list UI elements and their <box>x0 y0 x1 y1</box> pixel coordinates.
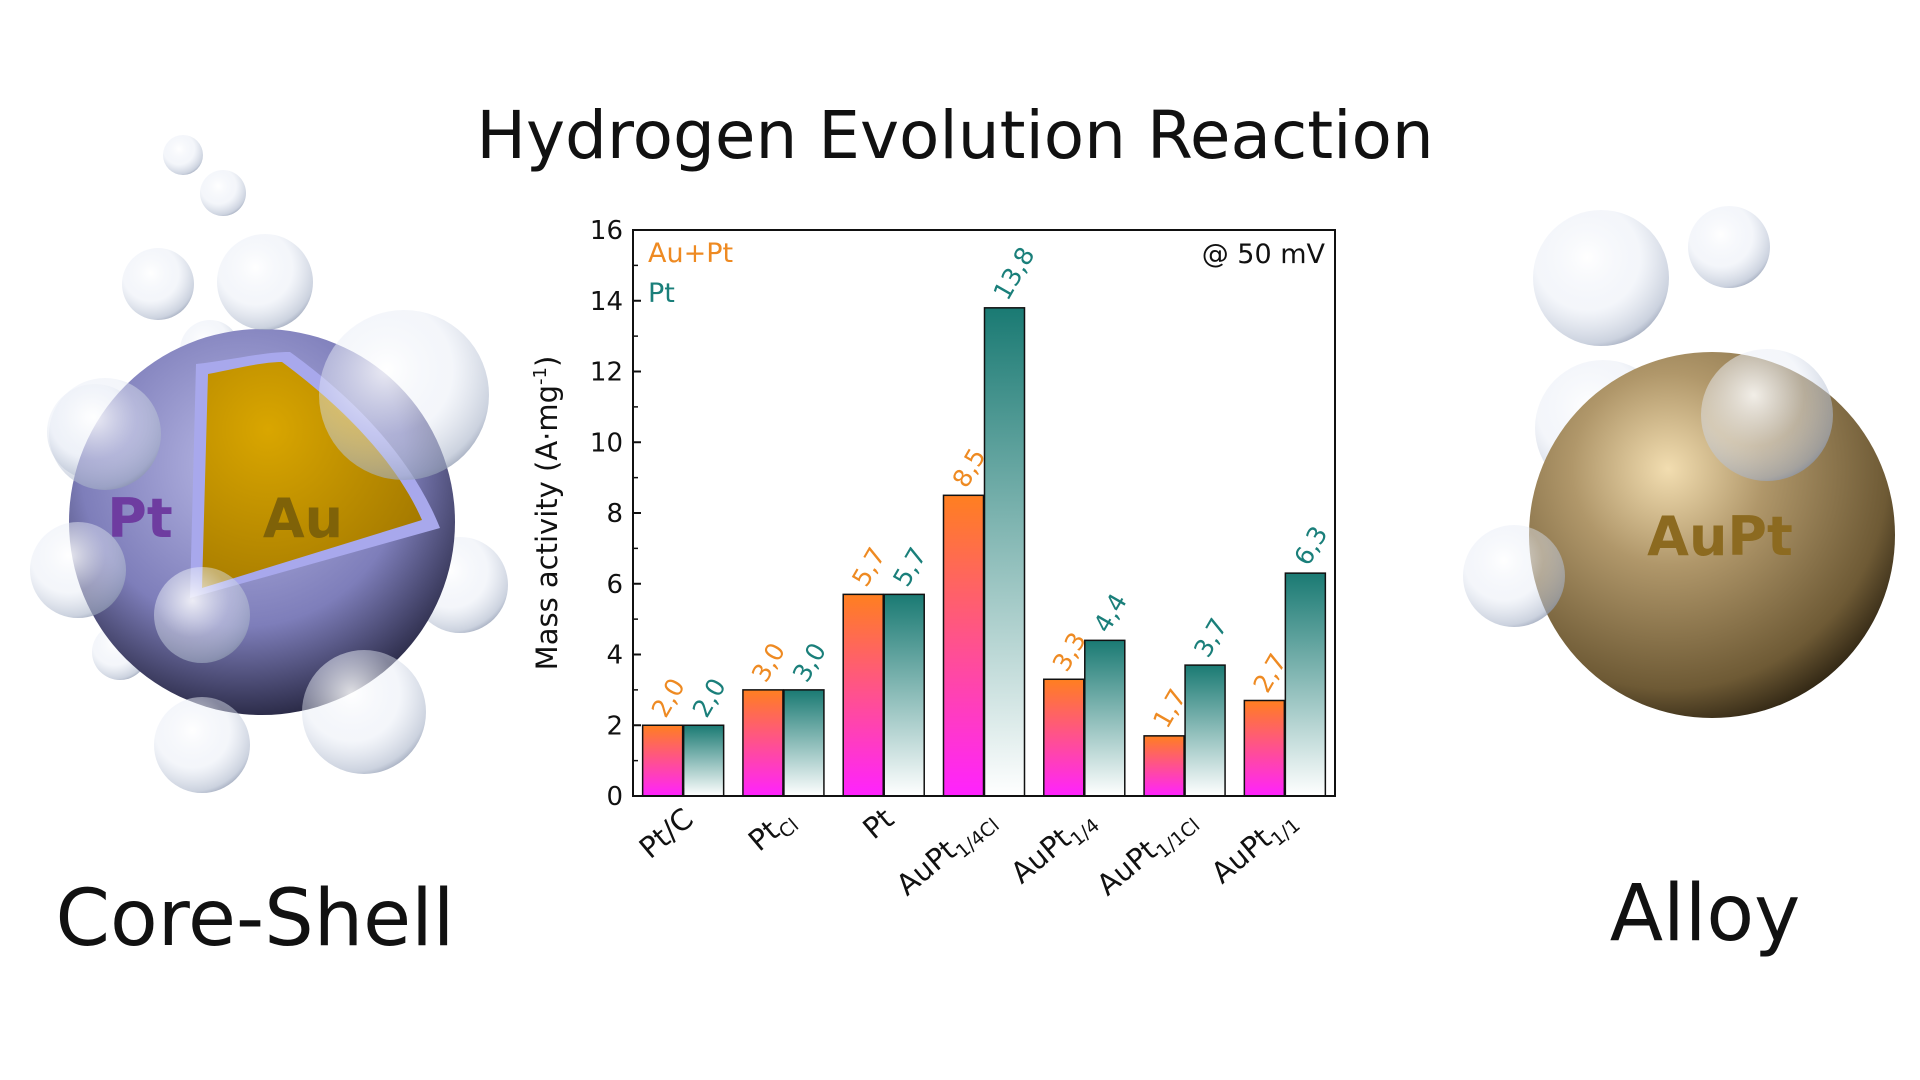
y-tick-label: 16 <box>590 216 623 246</box>
au-core <box>202 362 422 588</box>
bars <box>641 307 1327 797</box>
bar-pt <box>1084 639 1126 797</box>
bar-value-label: 4,4 <box>1088 588 1133 637</box>
core-shell-illustration: Pt Au <box>30 135 508 793</box>
bar-au-pt <box>942 494 985 797</box>
bar-pt <box>1184 664 1226 797</box>
bar-value-label: 13,8 <box>988 242 1041 305</box>
bubble <box>163 135 203 175</box>
y-tick-label: 10 <box>590 428 623 458</box>
y-axis-label-sup: -1 <box>530 367 551 385</box>
x-tick-label: Pt <box>856 801 900 846</box>
bar-value-label: 3,0 <box>787 638 832 687</box>
bubble <box>217 234 313 330</box>
y-axis-label: Mass activity (A·mg-1) <box>530 356 564 671</box>
bar-au-pt <box>641 724 684 797</box>
bubble <box>1701 349 1833 481</box>
bubble <box>49 378 161 490</box>
y-tick-label: 8 <box>606 499 623 529</box>
bar-au-pt <box>1043 678 1085 797</box>
bubble <box>1688 206 1770 288</box>
bubble <box>122 248 194 320</box>
y-axis-label-close: ) <box>530 356 564 367</box>
alloy-illustration: AuPt <box>1463 206 1895 718</box>
bubble <box>302 650 426 774</box>
y-tick-label: 12 <box>590 358 623 388</box>
bubble <box>1533 210 1669 346</box>
bar-value-label: 3,0 <box>746 638 791 687</box>
core-label: Au <box>263 487 343 550</box>
bubble <box>30 522 126 618</box>
y-tick-label: 0 <box>606 782 623 812</box>
bar-pt <box>983 307 1026 797</box>
bar-au-pt <box>1143 735 1185 797</box>
bubble <box>200 170 246 216</box>
bar-value-label: 5,7 <box>887 542 932 591</box>
legend-au-pt: Au+Pt <box>648 238 733 269</box>
bubble <box>1463 525 1565 627</box>
bar-value-label: 6,3 <box>1288 521 1333 570</box>
alloy-label: AuPt <box>1647 505 1793 568</box>
annotation-potential: @ 50 mV <box>1202 239 1326 270</box>
x-tick-label: PtCl <box>742 801 803 861</box>
y-tick-label: 4 <box>606 641 623 671</box>
bar-au-pt <box>742 689 784 797</box>
y-tick-label: 2 <box>606 711 623 741</box>
y-axis-label-main: Mass activity (A·mg <box>530 385 564 670</box>
alloy-caption: Alloy <box>1610 869 1801 959</box>
bar-pt <box>682 724 725 797</box>
x-tick-label: AuPt1/1Cl <box>1090 801 1204 906</box>
bar-pt <box>883 593 925 797</box>
bar-value-label: 3,7 <box>1188 613 1233 662</box>
bar-value-label: 2,0 <box>687 673 732 722</box>
bar-pt <box>1284 572 1327 797</box>
bar-au-pt <box>1243 699 1286 797</box>
bar-value-label: 5,7 <box>846 542 891 591</box>
core-shell-caption: Core-Shell <box>56 874 455 964</box>
bar-pt <box>783 689 825 797</box>
bar-value-label: 2,0 <box>646 673 691 722</box>
shell-label: Pt <box>107 487 172 550</box>
bubble <box>154 697 250 793</box>
x-tick-label: AuPt1/4 <box>1004 801 1104 894</box>
x-tick-label: Pt/C <box>633 801 700 865</box>
x-tick-label: AuPt1/4Cl <box>890 801 1004 906</box>
bar-au-pt <box>842 593 884 797</box>
bubble <box>319 310 489 480</box>
plot-frame <box>632 229 1336 797</box>
y-tick-label: 6 <box>606 570 623 600</box>
page-title: Hydrogen Evolution Reaction <box>476 97 1433 174</box>
bubble <box>154 567 250 663</box>
x-tick-label: AuPt1/1 <box>1205 801 1305 894</box>
y-tick-label: 14 <box>590 287 623 317</box>
legend-pt: Pt <box>648 278 675 309</box>
